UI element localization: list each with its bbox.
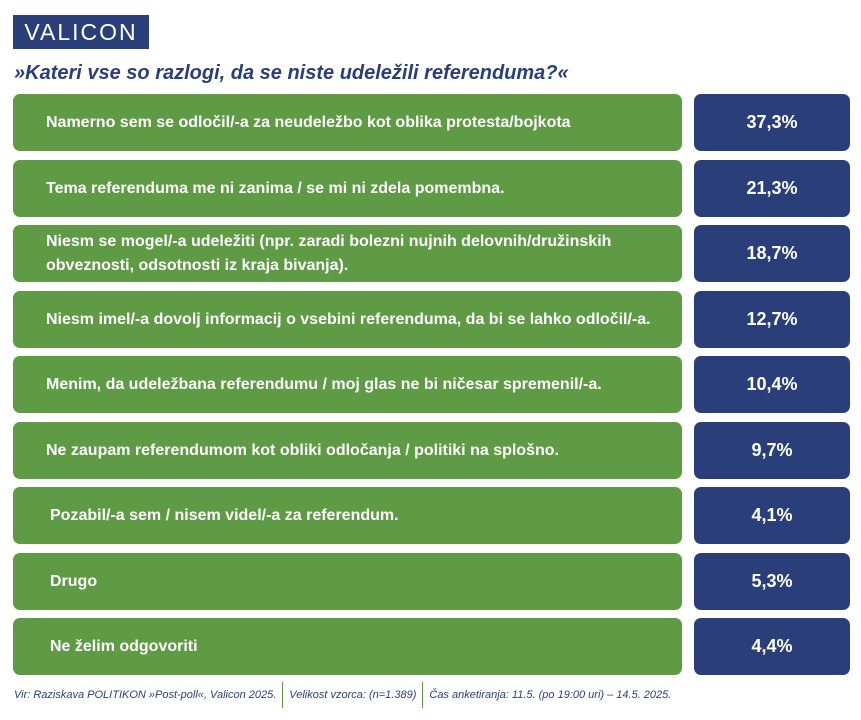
answer-label: Menim, da udeležbana referendumu / moj g… <box>13 356 682 413</box>
answer-label: Niesm imel/-a dovolj informacij o vsebin… <box>13 291 682 348</box>
answer-value: 21,3% <box>694 160 850 217</box>
answer-label: Ne želim odgovoriti <box>13 618 682 675</box>
footer-divider <box>282 682 284 708</box>
answer-value: 12,7% <box>694 291 850 348</box>
answer-value: 5,3% <box>694 553 850 610</box>
answer-value: 4,1% <box>694 487 850 544</box>
footer: Vir: Raziskava POLITIKON »Post-poll«, Va… <box>14 682 672 708</box>
answer-row: Ne želim odgovoriti 4,4% <box>13 618 850 675</box>
valicon-logo: VALICON <box>13 15 149 49</box>
chart-title: »Kateri vse so razlogi, da se niste udel… <box>14 62 569 84</box>
answer-row: Niesm imel/-a dovolj informacij o vsebin… <box>13 291 850 348</box>
footer-sample-size: Velikost vzorca: (n=1.389) <box>289 689 417 701</box>
answer-value: 37,3% <box>694 94 850 151</box>
answer-label: Niesm se mogel/-a udeležiti (npr. zaradi… <box>13 225 682 282</box>
answer-value: 10,4% <box>694 356 850 413</box>
answer-value: 4,4% <box>694 618 850 675</box>
answer-label: Ne zaupam referendumom kot obliki odloča… <box>13 422 682 479</box>
answer-row: Namerno sem se odločil/-a za neudeležbo … <box>13 94 850 151</box>
footer-survey-period: Čas anketiranja: 11.5. (po 19:00 uri) – … <box>429 689 672 701</box>
answer-value: 18,7% <box>694 225 850 282</box>
answer-row: Drugo 5,3% <box>13 553 850 610</box>
answer-label: Drugo <box>13 553 682 610</box>
answer-row: Ne zaupam referendumom kot obliki odloča… <box>13 422 850 479</box>
answer-row: Niesm se mogel/-a udeležiti (npr. zaradi… <box>13 225 850 282</box>
footer-divider <box>422 682 424 708</box>
answer-row: Tema referenduma me ni zanima / se mi ni… <box>13 160 850 217</box>
answer-label: Namerno sem se odločil/-a za neudeležbo … <box>13 94 682 151</box>
answer-label: Pozabil/-a sem / nisem videl/-a za refer… <box>13 487 682 544</box>
answer-value: 9,7% <box>694 422 850 479</box>
answer-row: Menim, da udeležbana referendumu / moj g… <box>13 356 850 413</box>
answer-label: Tema referenduma me ni zanima / se mi ni… <box>13 160 682 217</box>
answer-row: Pozabil/-a sem / nisem videl/-a za refer… <box>13 487 850 544</box>
footer-source: Vir: Raziskava POLITIKON »Post-poll«, Va… <box>14 689 277 701</box>
